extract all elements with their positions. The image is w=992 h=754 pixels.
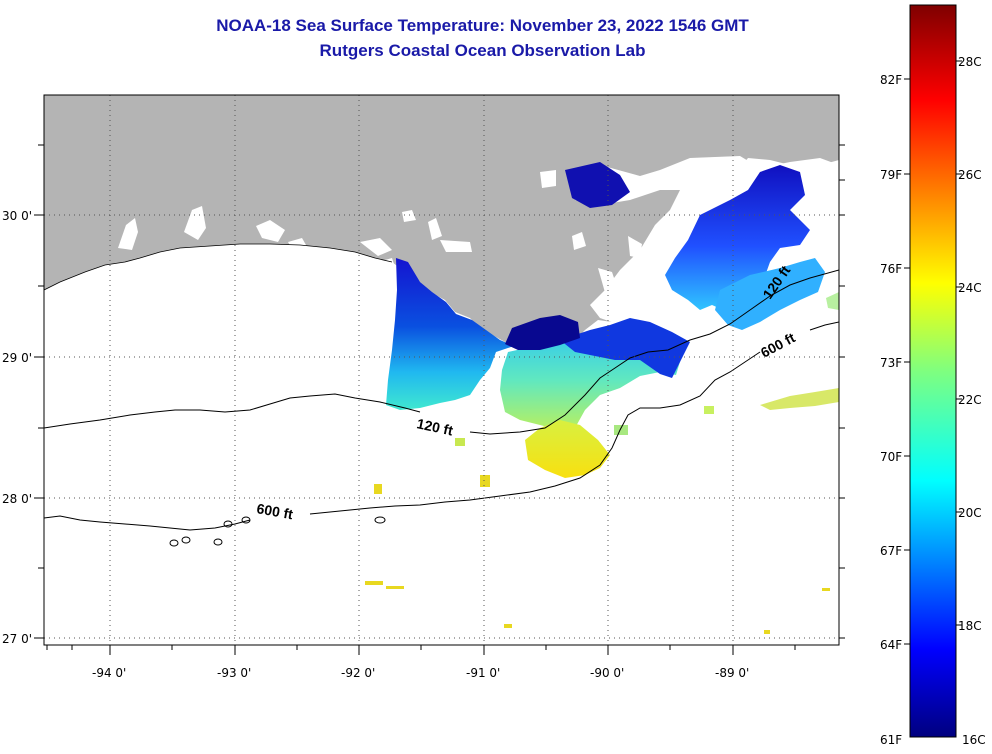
colorbar-f-label: 73F xyxy=(880,356,902,370)
axis-ticks xyxy=(34,144,845,655)
lon-label-89: -89 0' xyxy=(715,666,749,680)
colorbar-c-label: 18C xyxy=(958,619,982,633)
sst-patch-delta-blue xyxy=(560,318,690,378)
map-title: NOAA-18 Sea Surface Temperature: Novembe… xyxy=(216,16,749,35)
contour-label-600ft-west: 600 ft xyxy=(255,500,294,522)
sst-patch-west-shelf xyxy=(386,258,514,410)
colorbar xyxy=(909,4,957,738)
contour-600ft xyxy=(44,321,839,547)
colorbar-f-label: 82F xyxy=(880,73,902,87)
sst-speckles xyxy=(365,406,830,634)
colorbar-c-label: 22C xyxy=(958,393,982,407)
sst-patch-east-offshore xyxy=(760,388,839,410)
map-subtitle: Rutgers Coastal Ocean Observation Lab xyxy=(319,41,646,60)
lat-label-28: 28 0' xyxy=(2,492,32,506)
lat-label-30: 30 0' xyxy=(2,209,32,223)
sst-patch-east-shelf xyxy=(665,165,810,312)
colorbar-c-label: 26C xyxy=(958,168,982,182)
contour-label-120ft-west: 120 ft xyxy=(415,415,454,438)
colorbar-c-label: 24C xyxy=(958,281,982,295)
lon-label-91: -91 0' xyxy=(466,666,500,680)
sst-patch-delta-dark xyxy=(505,315,580,350)
lon-label-93: -93 0' xyxy=(217,666,251,680)
colorbar-f-label: 61F xyxy=(880,733,902,747)
sst-patch-east-edge xyxy=(826,292,839,310)
sst-patch-breton-sound xyxy=(565,162,630,208)
colorbar-c-label: 20C xyxy=(958,506,982,520)
coastline xyxy=(44,243,393,291)
contour-label-600ft-east: 600 ft xyxy=(758,329,798,360)
colorbar-f-label: 79F xyxy=(880,168,902,182)
colorbar-f-label: 64F xyxy=(880,638,902,652)
sst-patch-warm-core xyxy=(525,420,610,478)
lon-label-92: -92 0' xyxy=(341,666,375,680)
sst-patch-east-warm xyxy=(715,258,825,330)
map-frame xyxy=(43,94,840,646)
lat-label-27: 27 0' xyxy=(2,632,32,646)
lat-label-29: 29 0' xyxy=(2,351,32,365)
colorbar-f-label: 70F xyxy=(880,450,902,464)
lon-label-94: -94 0' xyxy=(92,666,126,680)
colorbar-f-label: 67F xyxy=(880,544,902,558)
graticule xyxy=(44,95,839,645)
colorbar-f-label: 76F xyxy=(880,262,902,276)
colorbar-c-label: 16C xyxy=(962,733,986,747)
colorbar-ticks xyxy=(904,60,962,645)
coastal-lakes xyxy=(118,170,642,296)
colorbar-c-label: 28C xyxy=(958,55,982,69)
lon-label-90: -90 0' xyxy=(590,666,624,680)
contour-120ft xyxy=(44,269,839,435)
